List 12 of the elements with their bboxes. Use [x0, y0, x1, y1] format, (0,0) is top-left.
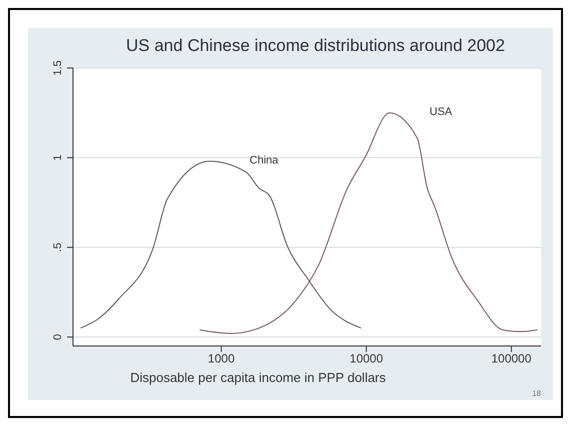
- x-tick-label: 1000: [208, 352, 235, 366]
- y-tick-label: 1: [52, 154, 64, 161]
- series-label: China: [250, 154, 280, 166]
- chart-title: US and Chinese income distributions around 2002: [125, 36, 506, 56]
- y-tick-label: .5: [52, 242, 64, 252]
- y-tick-label: 1.5: [52, 60, 64, 76]
- y-tick-label: 0: [52, 334, 64, 340]
- x-tick-label: 10000: [350, 352, 384, 366]
- x-tick-label: 100000: [491, 352, 532, 366]
- text: 18: [532, 389, 541, 398]
- series-label: USA: [430, 106, 453, 118]
- x-axis-title: Disposable per capita income in PPP dollars: [129, 370, 387, 385]
